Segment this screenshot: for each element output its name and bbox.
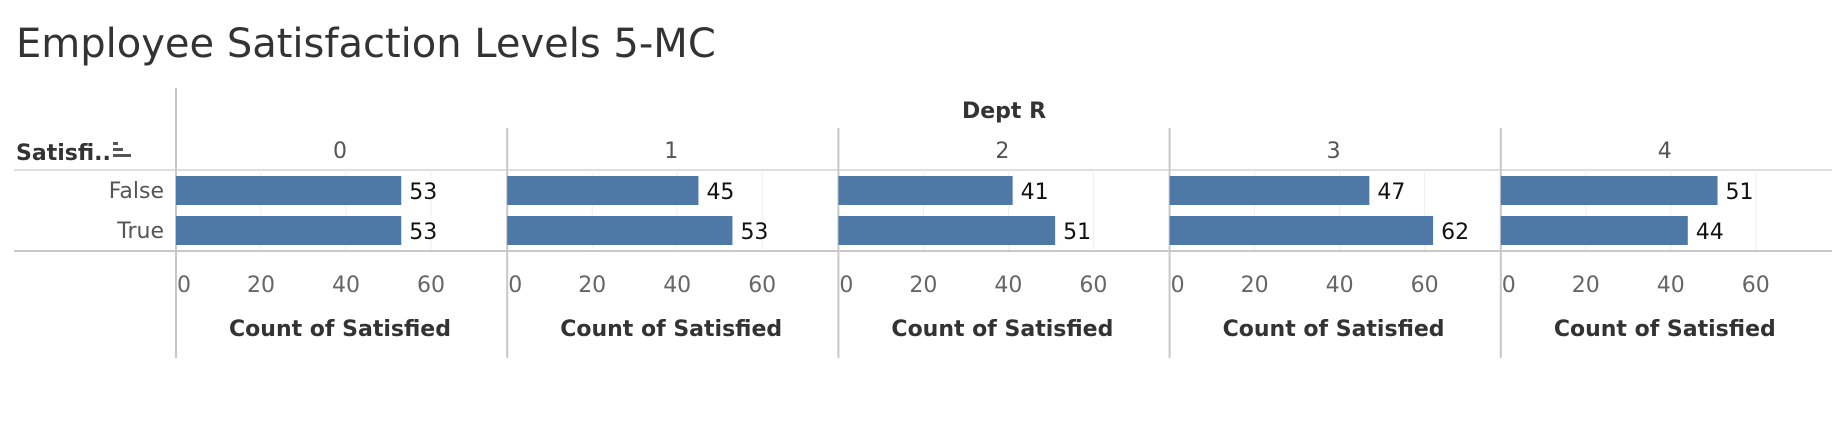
panel: 2 41 51 0 20 40 60 Count of Satisfied	[837, 128, 1113, 358]
column-label: 0	[333, 139, 347, 164]
tick-label: 40	[1657, 273, 1685, 298]
bar	[507, 216, 733, 245]
column-label: 1	[664, 139, 678, 164]
tick-label: 40	[994, 273, 1022, 298]
bar	[1500, 216, 1688, 245]
bar	[507, 176, 699, 205]
data-label: 53	[740, 220, 768, 245]
data-label: 62	[1441, 220, 1469, 245]
tick-label: 20	[247, 273, 275, 298]
bar	[1500, 176, 1718, 205]
data-label: 53	[409, 220, 437, 245]
panel: 0 53 53 0 20 40 60 Count of Satisfied	[176, 139, 451, 342]
x-axis-title: Count of Satisfied	[229, 317, 451, 342]
data-label: 53	[409, 180, 437, 205]
column-label: 2	[995, 139, 1009, 164]
x-axis-title: Count of Satisfied	[1554, 317, 1776, 342]
tick-label: 60	[1742, 273, 1770, 298]
sort-descending-icon[interactable]	[113, 142, 131, 157]
column-label: 4	[1658, 139, 1672, 164]
tick-label: 20	[1572, 273, 1600, 298]
tick-label: 0	[1502, 273, 1516, 298]
bar	[838, 176, 1013, 205]
row-label: True	[116, 219, 164, 244]
panel: 3 47 62 0 20 40 60 Count of Satisfied	[1168, 128, 1469, 358]
column-label: 3	[1327, 139, 1341, 164]
data-label: 51	[1063, 220, 1091, 245]
bar	[838, 216, 1056, 245]
tick-label: 0	[177, 273, 191, 298]
tick-label: 0	[508, 273, 522, 298]
tick-label: 0	[1171, 273, 1185, 298]
tick-label: 20	[909, 273, 937, 298]
tick-label: 40	[663, 273, 691, 298]
column-header: Dept R	[962, 99, 1046, 124]
tick-label: 40	[1326, 273, 1354, 298]
x-axis-title: Count of Satisfied	[1223, 317, 1445, 342]
row-header[interactable]: Satisfi..	[16, 141, 111, 166]
data-label: 44	[1696, 220, 1724, 245]
tick-label: 20	[1241, 273, 1269, 298]
bar	[176, 176, 402, 205]
data-label: 45	[706, 180, 734, 205]
data-label: 51	[1726, 180, 1754, 205]
bar	[1169, 216, 1434, 245]
x-axis-title: Count of Satisfied	[891, 317, 1113, 342]
tick-label: 20	[578, 273, 606, 298]
chart-title: Employee Satisfaction Levels 5-MC	[16, 21, 716, 67]
tick-label: 40	[332, 273, 360, 298]
bar	[1169, 176, 1370, 205]
tick-label: 60	[417, 273, 445, 298]
data-label: 47	[1377, 180, 1405, 205]
tick-label: 60	[1079, 273, 1107, 298]
tick-label: 60	[748, 273, 776, 298]
tick-label: 60	[1411, 273, 1439, 298]
data-label: 41	[1021, 180, 1049, 205]
tick-label: 0	[839, 273, 853, 298]
x-axis-title: Count of Satisfied	[560, 317, 782, 342]
bar	[176, 216, 402, 245]
row-label: False	[109, 179, 164, 204]
